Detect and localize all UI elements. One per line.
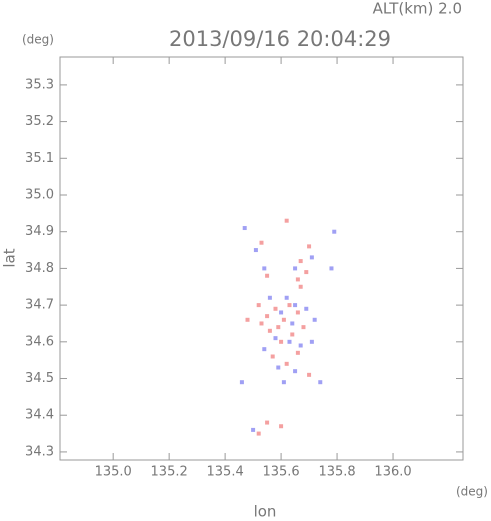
chart-title: 2013/09/16 20:04:29 — [169, 27, 391, 51]
point — [290, 332, 295, 337]
x-tick-label: 136.0 — [374, 465, 411, 480]
point — [256, 431, 261, 436]
point — [273, 306, 278, 311]
point — [279, 310, 284, 315]
point — [295, 277, 300, 282]
y-tick-label: 35.1 — [25, 151, 54, 166]
point — [332, 229, 337, 234]
x-unit: (deg) — [456, 485, 488, 499]
point — [279, 424, 284, 429]
x-tick-label: 135.4 — [207, 465, 244, 480]
point — [307, 372, 312, 377]
y-tick-label: 34.5 — [25, 371, 54, 386]
point — [318, 380, 323, 385]
point — [284, 295, 289, 300]
point — [295, 310, 300, 315]
point — [284, 361, 289, 366]
point — [270, 354, 275, 359]
point — [304, 306, 309, 311]
y-label: lat — [1, 248, 19, 267]
point — [309, 255, 314, 260]
y-tick-label: 35.3 — [25, 77, 54, 92]
point — [304, 270, 309, 275]
point — [265, 314, 270, 319]
point — [290, 321, 295, 326]
y-unit: (deg) — [22, 33, 54, 47]
y-tick-label: 34.4 — [25, 408, 54, 423]
point — [265, 273, 270, 278]
point — [293, 369, 298, 374]
x-tick-label: 135.6 — [262, 465, 299, 480]
y-tick-label: 34.3 — [25, 444, 54, 459]
point — [312, 317, 317, 322]
point — [329, 266, 334, 271]
y-tick-label: 34.9 — [25, 224, 54, 239]
point — [262, 266, 267, 271]
point — [267, 328, 272, 333]
point — [279, 339, 284, 344]
point — [298, 259, 303, 264]
point — [284, 218, 289, 223]
point — [307, 244, 312, 249]
point — [256, 303, 261, 308]
point — [253, 248, 258, 253]
point — [281, 317, 286, 322]
point — [245, 317, 250, 322]
point — [276, 365, 281, 370]
point — [251, 427, 256, 432]
y-tick-label: 35.2 — [25, 114, 54, 129]
x-tick-label: 135.8 — [318, 465, 355, 480]
point — [267, 295, 272, 300]
x-tick-label: 135.0 — [95, 465, 132, 480]
plot-frame — [59, 56, 464, 461]
point — [301, 325, 306, 330]
point — [242, 226, 247, 231]
y-tick-label: 34.6 — [25, 334, 54, 349]
point — [298, 343, 303, 348]
y-tick-label: 35.0 — [25, 188, 54, 203]
subtitle: ALT(km) 2.0 — [373, 0, 462, 18]
point — [298, 284, 303, 289]
point — [273, 336, 278, 341]
point — [259, 321, 264, 326]
y-tick-label: 34.7 — [25, 298, 54, 313]
x-tick-label: 135.2 — [151, 465, 188, 480]
point — [262, 347, 267, 352]
point — [287, 303, 292, 308]
point — [309, 339, 314, 344]
point — [293, 303, 298, 308]
point — [293, 266, 298, 271]
y-tick-label: 34.8 — [25, 261, 54, 276]
point — [265, 420, 270, 425]
point — [281, 380, 286, 385]
point — [276, 325, 281, 330]
x-label: lon — [254, 503, 277, 521]
point — [239, 380, 244, 385]
point — [295, 350, 300, 355]
point — [259, 240, 264, 245]
point — [287, 339, 292, 344]
